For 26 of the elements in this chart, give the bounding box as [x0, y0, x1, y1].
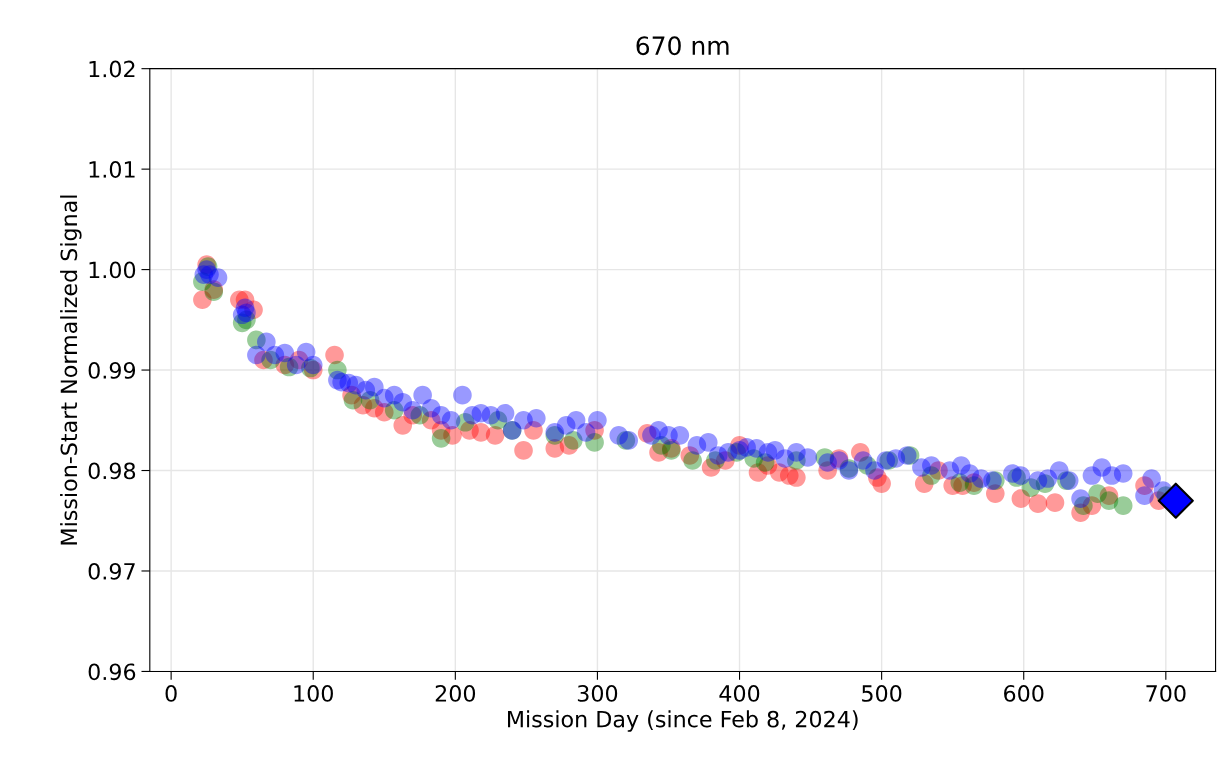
chart-title: 670 nm	[636, 36, 729, 56]
y-tick-label: 1.00	[89, 261, 136, 279]
x-tick-label: 700	[1146, 685, 1186, 702]
y-tick-label: 0.98	[88, 462, 136, 480]
x-tick-label: 400	[719, 685, 760, 702]
point	[431, 429, 451, 448]
x-tick-label: 100	[294, 685, 333, 702]
x-tick-label: 500	[862, 685, 902, 702]
x-tick-label: 600	[1004, 685, 1044, 702]
point	[1157, 482, 1194, 519]
x-axis-title: Mission Day (since Feb 8, 2024)	[508, 710, 858, 732]
point	[1113, 496, 1133, 515]
x-tick-label: 200	[435, 685, 476, 702]
y-tick-label: 0.99	[88, 362, 136, 379]
point	[1045, 493, 1065, 512]
y-axis-title: Mission-Start Normalized Signal	[60, 195, 82, 545]
point	[787, 468, 806, 487]
x-tick-label: 0	[165, 685, 177, 702]
point	[683, 451, 702, 470]
x-tick-label: 300	[577, 685, 618, 702]
y-tick-label: 0.96	[88, 663, 136, 681]
point	[1028, 494, 1048, 513]
y-tick-label: 1.02	[89, 60, 135, 78]
point	[514, 441, 533, 460]
y-tick-label: 0.97	[88, 562, 135, 580]
y-tick-label: 1.01	[89, 161, 135, 178]
